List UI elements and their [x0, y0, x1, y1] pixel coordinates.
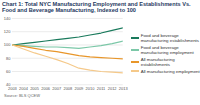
svg-text:80: 80: [6, 55, 11, 60]
svg-text:2005: 2005: [30, 85, 40, 90]
svg-text:2004: 2004: [19, 85, 29, 90]
html-text:Chart 1: Total NYC Manufacturi: Chart 1: Total NYC Manufacturing Employm…: [2, 1, 191, 14]
html-text:Food and beverage manufacturin: Food and beverage manufacturing establis…: [140, 32, 199, 43]
svg-text:2008: 2008: [63, 85, 73, 90]
svg-text:2007: 2007: [52, 85, 61, 90]
html-text:All manufacturing establishmen: All manufacturing establishments: [140, 56, 175, 67]
svg-text:2009: 2009: [75, 85, 84, 90]
html-text:Food and beverage manufacturin: Food and beverage manufacturing employme…: [140, 44, 194, 55]
svg-text:140: 140: [4, 16, 11, 21]
html-text:Source: BLS QCEW: Source: BLS QCEW: [4, 93, 40, 98]
svg-text:100: 100: [4, 42, 11, 47]
html-text:All manufacturing employment: All manufacturing employment: [140, 68, 200, 74]
svg-text:2006: 2006: [41, 85, 51, 90]
svg-text:2013: 2013: [119, 85, 129, 90]
svg-text:120: 120: [4, 29, 11, 34]
svg-text:2003: 2003: [8, 85, 18, 90]
svg-text:2012: 2012: [108, 85, 117, 90]
svg-text:2010: 2010: [86, 85, 96, 90]
svg-text:60: 60: [6, 69, 11, 74]
svg-text:40: 40: [6, 81, 11, 87]
svg-text:2011: 2011: [97, 85, 105, 90]
